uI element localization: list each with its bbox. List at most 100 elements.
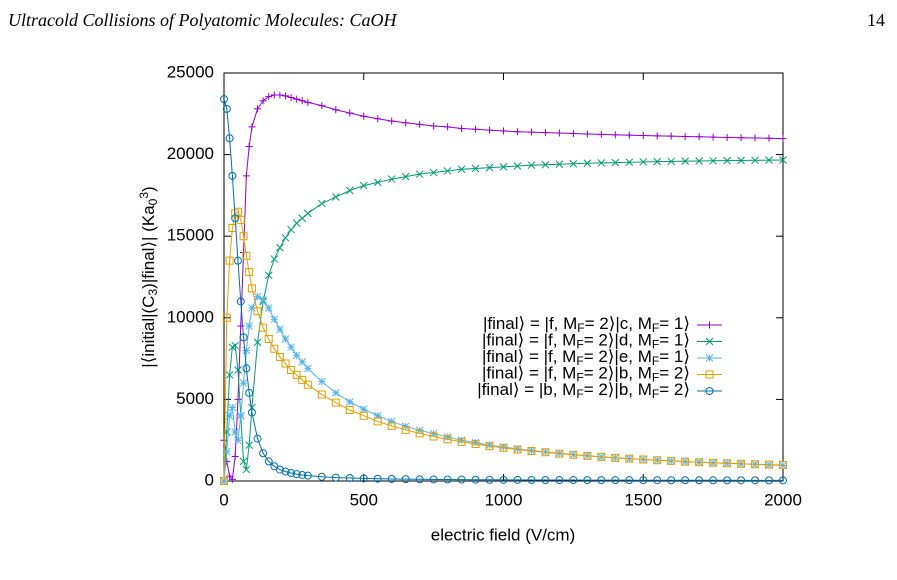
marker: [486, 126, 494, 134]
marker: [220, 95, 229, 104]
marker: [242, 346, 251, 355]
marker: [359, 181, 368, 190]
marker: [779, 476, 788, 485]
legend-marker: [705, 370, 714, 379]
marker: [709, 156, 717, 165]
marker: [667, 476, 676, 485]
y-tick-label: 0: [205, 470, 214, 489]
marker: [681, 476, 690, 485]
marker: [345, 474, 354, 483]
marker: [318, 102, 326, 110]
y-tick-label: 25000: [167, 62, 214, 81]
legend-marker: [706, 321, 713, 329]
marker: [443, 435, 452, 444]
marker: [751, 134, 759, 142]
marker: [374, 115, 382, 123]
marker: [276, 243, 284, 252]
marker: [387, 175, 396, 183]
marker: [611, 453, 620, 462]
marker: [317, 199, 326, 208]
marker: [457, 437, 466, 446]
marker: [303, 364, 312, 373]
marker: [569, 159, 578, 168]
marker: [242, 172, 250, 180]
marker: [264, 271, 273, 280]
marker: [228, 403, 237, 412]
marker: [583, 130, 591, 138]
marker: [387, 421, 396, 430]
page-number: 14: [867, 10, 885, 30]
series-line: [223, 94, 784, 481]
marker: [287, 366, 296, 375]
marker: [499, 443, 508, 451]
marker: [233, 256, 242, 265]
marker: [225, 371, 234, 379]
marker: [541, 160, 550, 169]
marker: [242, 364, 251, 373]
marker: [737, 459, 746, 468]
marker: [709, 133, 717, 141]
marker: [236, 297, 245, 306]
marker: [681, 157, 690, 165]
marker: [499, 162, 508, 171]
x-axis-label: electric field (V/cm): [431, 525, 576, 544]
marker: [253, 434, 262, 443]
marker: [242, 251, 251, 260]
marker: [275, 465, 284, 474]
legend-marker: [705, 354, 714, 362]
marker: [611, 158, 620, 167]
marker: [298, 358, 307, 366]
marker: [387, 417, 396, 426]
marker: [429, 429, 438, 438]
marker: [737, 156, 745, 165]
marker: [245, 142, 253, 150]
marker: [485, 442, 494, 451]
marker: [401, 475, 410, 484]
marker: [779, 461, 787, 470]
marker: [245, 441, 254, 449]
marker: [281, 467, 290, 476]
marker: [415, 475, 424, 484]
marker: [287, 469, 296, 477]
marker: [287, 225, 295, 234]
marker: [499, 475, 508, 484]
legend-label: |final⟩ = |f, MF​= 2⟩|e, MF​= 1⟩: [482, 347, 690, 367]
y-tick-label: 20000: [167, 144, 214, 163]
y-tick-label: 15000: [167, 226, 214, 245]
marker: [681, 457, 690, 466]
marker: [597, 452, 606, 461]
marker: [695, 157, 704, 165]
marker: [485, 163, 494, 172]
marker: [332, 106, 340, 114]
marker: [541, 129, 549, 137]
marker: [239, 333, 248, 342]
marker: [429, 475, 438, 484]
marker: [444, 123, 452, 131]
marker: [359, 405, 368, 414]
marker: [265, 93, 273, 101]
marker: [765, 476, 774, 485]
marker: [287, 93, 295, 101]
marker: [415, 170, 424, 179]
marker: [527, 128, 535, 136]
marker: [472, 125, 480, 133]
marker: [527, 446, 536, 455]
marker: [298, 97, 306, 105]
marker: [723, 476, 732, 485]
marker: [583, 476, 592, 485]
marker: [281, 92, 289, 100]
marker: [709, 476, 718, 485]
marker: [292, 470, 301, 479]
marker: [415, 429, 424, 438]
marker: [527, 475, 536, 484]
marker: [737, 134, 745, 142]
marker: [281, 335, 290, 343]
marker: [471, 438, 480, 447]
marker: [331, 389, 340, 397]
marker: [253, 338, 262, 347]
legend-label: |final⟩ = |b, MF​= 2⟩|b, MF​= 2⟩: [477, 380, 690, 400]
marker: [303, 380, 312, 389]
marker: [247, 284, 256, 293]
marker: [373, 417, 382, 426]
marker: [667, 157, 676, 166]
